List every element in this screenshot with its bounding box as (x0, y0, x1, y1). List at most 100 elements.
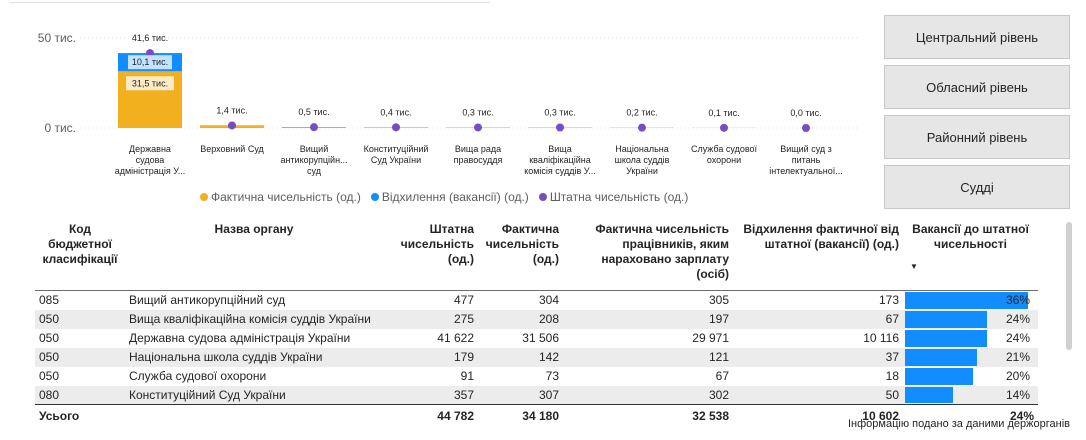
vacancy-pct-value: 21% (1005, 350, 1030, 364)
table-scrollbar[interactable] (1066, 222, 1072, 350)
x-tick-label: питань (792, 155, 821, 165)
col-header-staff[interactable]: Штатна чисельність (од.) (400, 222, 474, 266)
judges-button[interactable]: Судді (884, 165, 1070, 209)
col-header-deviation[interactable]: Відхилення фактичної від штатної (ваканс… (743, 222, 899, 251)
cell-deviation: 37 (733, 347, 903, 367)
data-label-actual: 31,5 тис. (132, 78, 168, 88)
vacancy-pct-value: 24% (1005, 312, 1030, 326)
cell-name: Вищий антикорупційний суд (129, 293, 286, 308)
legend-item-staff[interactable]: Штатна чисельність (од.) (538, 190, 688, 204)
marker-staff (310, 123, 318, 132)
col-header-paid[interactable]: Фактична чисельність працівників, яким н… (595, 222, 729, 281)
x-tick-label: комісія суддів У... (524, 166, 596, 176)
x-tick-label: інтелектуальної... (769, 166, 843, 176)
data-label-box (126, 76, 174, 91)
cell-deviation: 50 (733, 385, 903, 405)
total-paid: 32 538 (563, 404, 733, 427)
legend-dot-icon (370, 193, 379, 201)
regional-level-button[interactable]: Обласний рівень (884, 65, 1070, 109)
vacancy-pct-value: 20% (1005, 369, 1030, 383)
x-tick-label: охорони (707, 155, 741, 165)
cell-code: 050 (35, 347, 125, 367)
col-header-vacancy-pct[interactable]: Вакансії до штатної чисельності (912, 222, 1029, 251)
table-row[interactable]: 085 Вищий антикорупційний суд 477 304 305 173… (35, 291, 1038, 310)
col-header-code[interactable]: Код бюджетної класифікації (42, 222, 118, 266)
data-label-total: 0,0 тис. (790, 108, 821, 118)
cell-vacancy-pct: 21% (903, 347, 1038, 367)
legend-label: Відхилення (вакансії) (од.) (381, 190, 529, 204)
x-tick-label: Верховний Суд (200, 144, 264, 154)
y-tick-label: 0 тис. (44, 121, 76, 135)
table-row[interactable]: 050 Служба судової охорони 91 73 67 18 20% (35, 367, 1038, 386)
cell-staff: 357 (383, 385, 478, 405)
marker-staff (146, 49, 154, 58)
central-level-button[interactable]: Центральний рівень (884, 15, 1070, 59)
total-row: Усього 44 782 34 180 32 538 10 602 24% (35, 404, 1038, 427)
x-tick-label: антикорупційн... (280, 155, 347, 165)
data-label-total: 0,3 тис. (544, 108, 575, 118)
cell-actual: 31 506 (522, 331, 559, 345)
data-label-total: 0,3 тис. (462, 107, 493, 117)
data-label-deviation: 10,1 тис. (132, 57, 168, 67)
x-tick-label: Вища (548, 144, 571, 154)
x-tick-label: Вища рада (455, 144, 501, 154)
table-row[interactable]: 050 Державна судова адміністрація України… (35, 329, 1038, 348)
cell-actual: 73 (545, 369, 559, 383)
cell-paid: 305 (708, 293, 729, 308)
table-row[interactable]: 050 Вища кваліфікаційна комісія суддів Ук… (35, 309, 1038, 329)
vacancy-pct-value: 36% (1005, 293, 1030, 308)
legend-dot-icon (538, 193, 547, 201)
cell-actual: 304 (538, 293, 559, 308)
cell-name: Служба судової охорони (129, 369, 267, 383)
total-pct: 24% (903, 404, 1038, 427)
data-label-total: 0,2 тис. (626, 108, 657, 118)
total-deviation: 10 602 (733, 404, 903, 427)
data-label-total: 0,1 тис. (708, 108, 739, 118)
cell-code: 080 (35, 385, 125, 405)
x-tick-label: Конституційний (364, 144, 429, 154)
legend-item-deviation[interactable]: Відхилення (вакансії) (од.) (370, 190, 529, 204)
legend-label: Фактична чисельність (од.) (211, 190, 361, 204)
x-tick-label: Національна (615, 144, 669, 154)
cell-code: 050 (39, 331, 60, 345)
column-chart: 50 тис. 0 тис. 41,6 тис. 10,1 тис. 31,5 тис.… (0, 0, 870, 215)
cell-staff: 91 (460, 369, 474, 383)
source-footnote: Інформацію подано за даними держорганів (848, 418, 1070, 430)
table-row[interactable]: 050 Національна школа суддів України 179 14… (35, 347, 1038, 367)
cell-actual: 208 (478, 309, 563, 329)
cell-actual: 142 (478, 347, 563, 367)
cell-name: Вища кваліфікаційна комісія суддів Украї… (125, 309, 383, 329)
col-header-name[interactable]: Назва органу (214, 222, 294, 236)
x-tick-label: кваліфікаційна (529, 155, 591, 165)
sort-desc-icon[interactable]: ▼ (910, 262, 918, 271)
cell-actual: 307 (478, 385, 563, 405)
table-header-row: Код бюджетної класифікації Назва органу … (35, 218, 1038, 291)
x-tick-label: Служба судової (691, 144, 758, 154)
table-row[interactable]: 080 Конституційний Суд України 357 307 302 50… (35, 385, 1038, 405)
cell-vacancy-pct: 14% (903, 385, 1038, 405)
cell-paid: 67 (715, 369, 729, 383)
marker-staff (228, 121, 236, 130)
cell-staff: 179 (383, 347, 478, 367)
vacancy-databar (905, 386, 953, 403)
district-level-button[interactable]: Районний рівень (884, 115, 1070, 159)
cell-deviation: 10 116 (863, 331, 899, 345)
legend-item-actual[interactable]: Фактична чисельність (од.) (200, 190, 361, 204)
marker-staff (802, 124, 810, 132)
cell-vacancy-pct: 24% (903, 309, 1038, 329)
cell-code: 050 (39, 369, 60, 383)
marker-staff (474, 123, 482, 132)
marker-staff (556, 123, 564, 132)
x-tick-label: правосуддя (454, 155, 503, 165)
cell-name: Конституційний Суд України (125, 385, 383, 405)
col-header-actual[interactable]: Фактична чисельність (од.) (485, 222, 559, 266)
vacancy-databar (905, 348, 977, 366)
chart-svg: 50 тис. 0 тис. 41,6 тис. 10,1 тис. 31,5 тис.… (38, 31, 860, 176)
x-tick-label: Вищий (300, 144, 329, 154)
cell-code: 085 (39, 293, 60, 308)
total-label: Усього (35, 404, 125, 427)
cell-paid: 197 (563, 309, 733, 329)
cell-deviation: 67 (733, 309, 903, 329)
cell-vacancy-pct: 36% (903, 291, 1038, 310)
cell-name: Державна судова адміністрація України (129, 331, 351, 345)
